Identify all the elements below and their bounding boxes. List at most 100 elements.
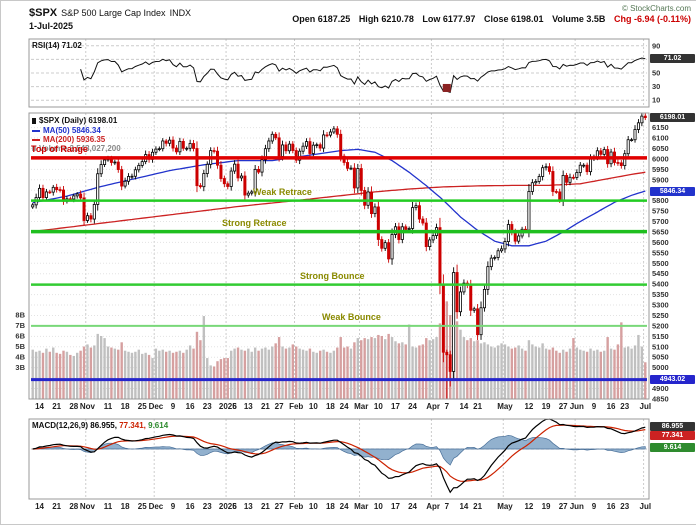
svg-text:11: 11	[104, 502, 113, 511]
quote-bar: Open 6187.25 High 6210.78 Low 6177.97 Cl…	[286, 14, 691, 24]
svg-text:21: 21	[52, 402, 61, 411]
rsi-value-box: 71.02	[650, 54, 695, 63]
ma200-swatch-icon	[32, 138, 40, 141]
svg-text:May: May	[497, 402, 513, 411]
annotation-weak-bounce: Weak Bounce	[322, 312, 381, 322]
svg-text:May: May	[497, 502, 513, 511]
svg-text:21: 21	[261, 502, 270, 511]
svg-text:5500: 5500	[652, 259, 669, 268]
macd-hist-box: 9.614	[650, 443, 695, 452]
svg-text:18: 18	[121, 402, 130, 411]
svg-text:13: 13	[244, 402, 253, 411]
svg-text:11: 11	[104, 402, 113, 411]
svg-text:90: 90	[652, 41, 660, 50]
svg-text:5950: 5950	[652, 165, 669, 174]
legend-volume: Volume 3,543,027,200	[39, 144, 121, 153]
open-value: 6187.25	[317, 14, 351, 24]
svg-text:5100: 5100	[652, 342, 669, 351]
close-value: 6198.01	[511, 14, 544, 24]
svg-text:5700: 5700	[652, 217, 669, 226]
svg-text:6150: 6150	[652, 123, 669, 132]
svg-text:5800: 5800	[652, 196, 669, 205]
svg-text:5250: 5250	[652, 311, 669, 320]
svg-text:9: 9	[171, 502, 176, 511]
svg-text:Mar: Mar	[354, 402, 368, 411]
macd-label: MACD(12,26,9)	[32, 421, 89, 430]
legend-volume-row: Volume 3,543,027,200	[32, 144, 121, 153]
chg-label: Chg	[613, 14, 632, 24]
svg-text:21: 21	[473, 402, 482, 411]
svg-text:21: 21	[52, 502, 61, 511]
low-value: 6177.97	[442, 14, 476, 24]
svg-text:24: 24	[340, 502, 349, 511]
svg-text:17: 17	[391, 402, 400, 411]
svg-text:5750: 5750	[652, 207, 669, 216]
svg-text:6000: 6000	[652, 154, 669, 163]
svg-text:6: 6	[232, 402, 237, 411]
svg-text:16: 16	[186, 402, 195, 411]
annotation-strong-retrace: Strong Retrace	[222, 218, 287, 228]
trendline-value-box: 4943.02	[650, 375, 695, 384]
candlestick-legend-icon	[32, 117, 36, 124]
svg-text:19: 19	[542, 402, 551, 411]
svg-text:7: 7	[445, 402, 450, 411]
svg-text:18: 18	[326, 502, 335, 511]
legend-ma200: MA(200) 5936.35	[43, 135, 106, 144]
macd-label-row: MACD(12,26,9) 86.955, 77.341, 9.614	[32, 421, 168, 430]
svg-text:6100: 6100	[652, 134, 669, 143]
svg-text:27: 27	[275, 502, 284, 511]
ma50-value-box: 5846.34	[650, 187, 695, 196]
annotation-top-of-range: Top of Range	[31, 144, 88, 154]
svg-text:5650: 5650	[652, 227, 669, 236]
svg-text:Feb: Feb	[289, 502, 303, 511]
svg-text:4850: 4850	[652, 395, 669, 404]
svg-text:Dec: Dec	[149, 502, 164, 511]
ma50-swatch-icon	[32, 129, 40, 132]
svg-text:14: 14	[459, 402, 468, 411]
svg-text:5400: 5400	[652, 280, 669, 289]
svg-text:25: 25	[138, 402, 147, 411]
header: $SPX S&P 500 Large Cap Index INDX	[29, 7, 191, 19]
svg-text:21: 21	[473, 502, 482, 511]
svg-text:Jun: Jun	[570, 402, 584, 411]
high-label: High	[358, 14, 379, 24]
svg-text:Apr: Apr	[426, 402, 440, 411]
svg-text:Dec: Dec	[149, 402, 164, 411]
exchange: INDX	[169, 8, 192, 18]
svg-text:Nov: Nov	[80, 502, 96, 511]
volume-value: 3.5B	[586, 14, 606, 24]
svg-text:24: 24	[408, 502, 417, 511]
svg-text:2025: 2025	[219, 402, 237, 411]
svg-text:19: 19	[542, 502, 551, 511]
svg-text:7: 7	[445, 502, 450, 511]
svg-text:28: 28	[69, 402, 78, 411]
copyright: © StockCharts.com	[621, 4, 691, 13]
svg-text:Apr: Apr	[426, 502, 440, 511]
svg-text:5900: 5900	[652, 175, 669, 184]
chg-value: -6.94 (-0.11%)	[633, 14, 691, 24]
svg-text:5200: 5200	[652, 321, 669, 330]
svg-text:Jul: Jul	[640, 502, 652, 511]
legend-symbol: $SPX (Daily) 6198.01	[39, 116, 118, 125]
svg-text:5350: 5350	[652, 290, 669, 299]
macd-value: 86.955,	[90, 421, 117, 430]
svg-text:5450: 5450	[652, 269, 669, 278]
svg-text:6B: 6B	[15, 332, 25, 341]
svg-text:Mar: Mar	[354, 502, 368, 511]
svg-text:5600: 5600	[652, 238, 669, 247]
svg-text:5000: 5000	[652, 363, 669, 372]
svg-text:Nov: Nov	[80, 402, 96, 411]
svg-text:9: 9	[171, 402, 176, 411]
svg-text:5050: 5050	[652, 353, 669, 362]
svg-text:13: 13	[244, 502, 253, 511]
svg-text:27: 27	[559, 402, 568, 411]
macd-value-box: 86.955	[650, 422, 695, 431]
svg-text:8B: 8B	[15, 311, 25, 320]
annotation-strong-bounce: Strong Bounce	[300, 271, 365, 281]
svg-text:16: 16	[607, 502, 616, 511]
svg-text:25: 25	[138, 502, 147, 511]
open-label: Open	[292, 14, 316, 24]
index-name: S&P 500 Large Cap Index	[61, 8, 166, 18]
